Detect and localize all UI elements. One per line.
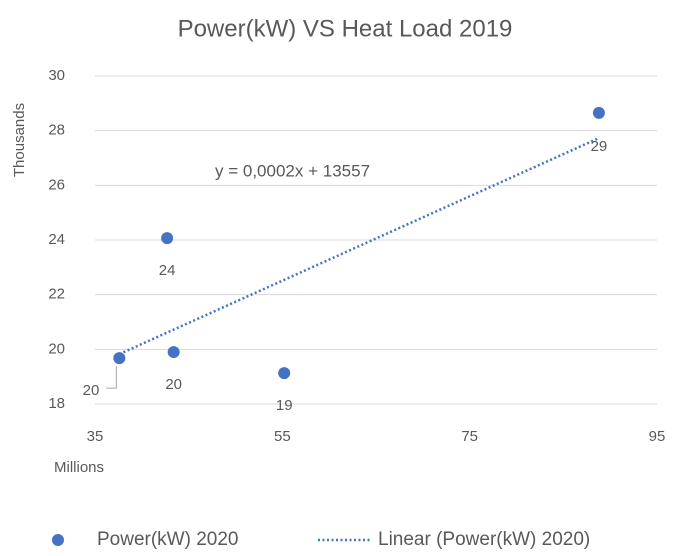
scatter-point (113, 352, 126, 365)
y-tick-label: 24 (48, 231, 65, 248)
y-tick-label: 28 (48, 122, 65, 139)
data-label: 19 (276, 397, 293, 414)
x-tick-label: 55 (274, 428, 291, 445)
y-tick-label: 18 (48, 395, 65, 412)
x-axis-label: Millions (54, 459, 104, 476)
legend-marker (52, 534, 64, 546)
legend-label: Power(kW) 2020 (97, 529, 239, 550)
scatter-point (592, 106, 605, 119)
y-tick-label: 26 (48, 176, 65, 193)
legend-label: Linear (Power(kW) 2020) (378, 529, 590, 550)
y-axis-label: Thousands (11, 103, 28, 177)
trendline-equation: y = 0,0002x + 13557 (215, 161, 370, 180)
y-tick-label: 22 (48, 286, 65, 303)
x-tick-label: 75 (461, 428, 478, 445)
data-label: 20 (165, 376, 182, 393)
trendline (118, 136, 600, 356)
chart-title: Power(kW) VS Heat Load 2019 (178, 15, 513, 42)
scatter-point (161, 232, 174, 245)
data-label: 29 (591, 138, 608, 155)
scatter-point (278, 367, 291, 380)
data-label: 20 (83, 382, 100, 399)
y-tick-label: 30 (48, 67, 65, 84)
x-tick-label: 35 (87, 428, 104, 445)
x-tick-label: 95 (649, 428, 666, 445)
label-leader (106, 366, 117, 389)
scatter-point (167, 346, 180, 359)
data-label: 24 (159, 262, 176, 279)
y-tick-label: 20 (48, 340, 65, 357)
